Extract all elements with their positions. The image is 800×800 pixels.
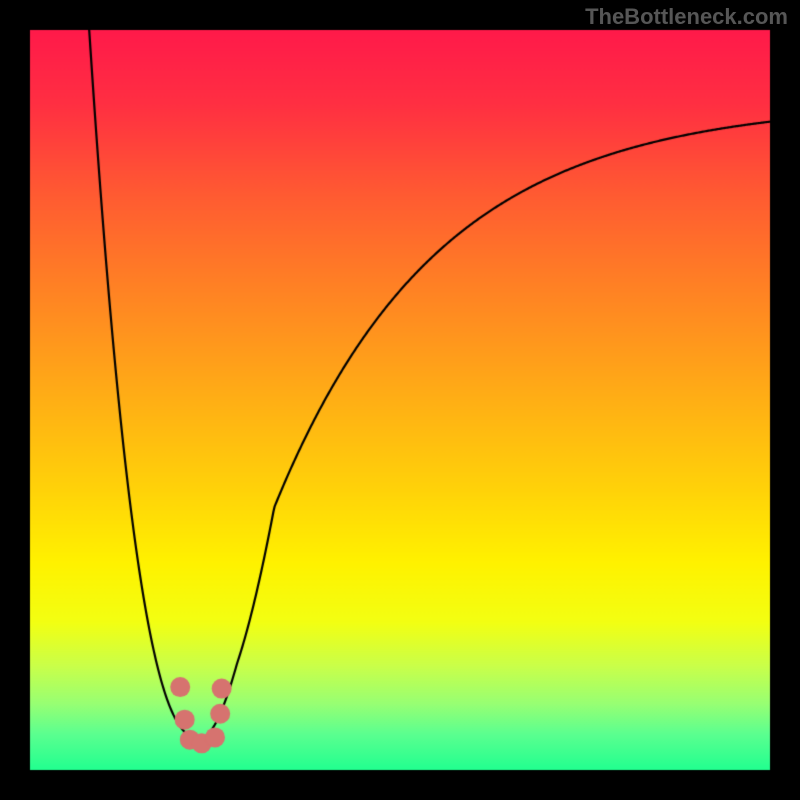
watermark-text: TheBottleneck.com <box>585 4 788 30</box>
bottleneck-curve-chart <box>0 0 800 800</box>
chart-container: TheBottleneck.com <box>0 0 800 800</box>
